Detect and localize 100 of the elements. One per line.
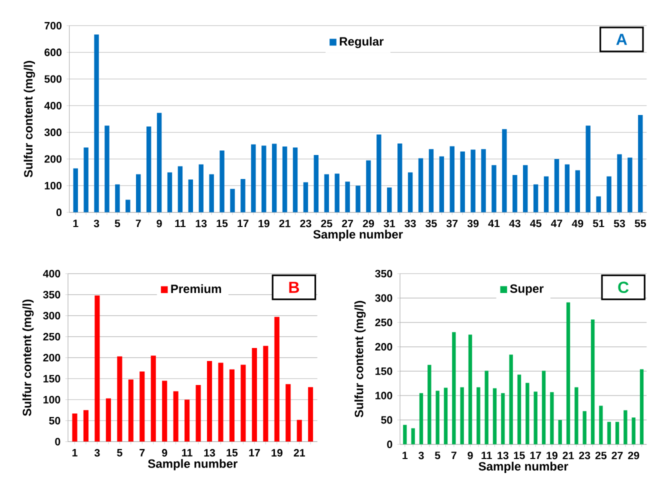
bar [303,182,308,212]
bar [126,200,130,212]
x-tick-label: 1 [72,449,78,456]
bar [632,418,636,444]
legend-label: Premium [171,284,222,294]
x-tick-label: 5 [434,452,440,460]
bar [470,150,476,212]
x-axis-title: Sample number [148,459,238,470]
x-tick-label: 31 [384,220,396,228]
bar [566,302,570,444]
bar [419,393,424,444]
x-tick-label: 21 [279,220,290,228]
bar [512,174,518,212]
bar [481,149,486,212]
bar [94,296,100,442]
bar [468,334,472,444]
x-tick-label: 9 [156,220,162,228]
y-tick-label: 300 [44,128,62,136]
y-tick-label: 200 [44,155,62,163]
bar [376,134,382,212]
x-tick-label: 17 [238,220,248,228]
y-tick-label: 400 [42,270,60,278]
bar [240,364,246,442]
x-tick-label: 5 [114,220,120,228]
x-tick-label: 29 [628,452,640,460]
bar [72,414,78,442]
x-tick-label: 23 [579,452,590,460]
bar [94,34,99,212]
bar [162,380,168,442]
x-axis-title: Sample number [313,230,403,241]
y-tick-label: 200 [43,354,60,362]
y-tick-label: 50 [49,416,60,424]
y-tick-label: 600 [44,48,62,56]
x-tick-label: 19 [258,220,270,228]
bar [615,422,620,444]
bar [534,392,538,444]
bar [452,332,456,444]
bar [408,172,413,212]
bar [428,364,432,444]
x-tick-label: 3 [94,449,100,457]
x-tick-label: 47 [550,220,562,228]
bar [272,144,277,212]
x-tick-label: 15 [226,449,238,456]
bar [544,176,549,212]
bar [403,424,407,444]
x-tick-label: 9 [468,452,473,460]
y-tick-label: 300 [375,294,392,302]
bar [640,369,644,444]
bar [198,164,204,212]
bar [178,166,183,212]
x-tick-label: 11 [482,452,492,460]
bar [628,158,632,212]
x-tick-label: 23 [300,220,312,228]
y-tick-label: 0 [56,208,62,216]
x-tick-label: 45 [530,220,542,228]
bar [106,398,111,442]
x-tick-label: 53 [614,220,626,228]
bar [606,176,612,212]
bar [282,146,288,212]
bar [450,146,454,212]
bar [564,164,570,212]
y-tick-label: 700 [44,22,62,30]
x-axis-title: Sample number [478,462,568,473]
annotation: C [618,282,629,293]
x-tick-label: 15 [514,452,525,460]
bar [188,180,194,212]
bar [428,149,434,212]
x-tick-label: 7 [140,449,145,456]
x-tick-label: 17 [249,449,260,456]
bar [586,126,590,212]
bar [173,391,178,442]
x-tick-label: 49 [572,220,584,228]
bar [308,387,314,442]
bar [599,406,603,444]
x-tick-label: 5 [117,449,122,456]
bar [324,174,329,212]
bar [263,346,268,442]
bar [218,362,224,442]
bar [590,320,595,444]
y-tick-label: 350 [375,270,392,278]
bar [582,411,586,444]
bar [624,410,628,444]
bar [150,356,156,442]
bar [501,393,505,444]
bar [502,129,507,212]
annotation: B [289,282,300,293]
bar [356,186,360,212]
bar [251,144,256,212]
bar [387,188,392,212]
bar [460,152,465,212]
bar [436,390,440,444]
bar [558,420,562,444]
x-tick-label: 21 [562,452,574,460]
bar [476,387,480,444]
x-tick-label: 15 [216,220,228,228]
x-tick-label: 3 [94,220,100,228]
y-tick-label: 500 [44,75,62,83]
bar [526,382,530,444]
bar [115,184,120,212]
bar [314,155,319,212]
